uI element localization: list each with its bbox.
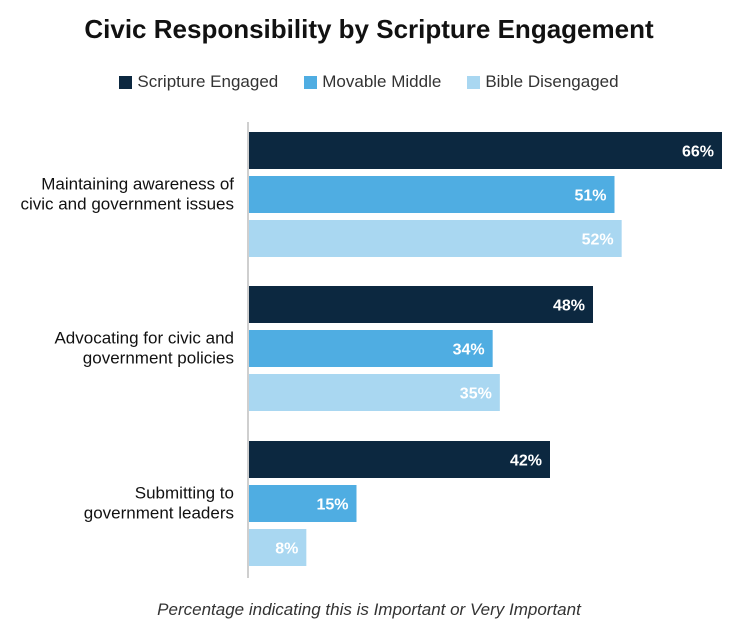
bar xyxy=(249,374,500,411)
legend-item: Movable Middle xyxy=(304,72,441,92)
bar xyxy=(249,441,550,478)
bar-value-label: 52% xyxy=(582,232,614,249)
legend-label: Bible Disengaged xyxy=(485,72,619,91)
category-label-line: government policies xyxy=(83,349,234,368)
category-label-line: civic and government issues xyxy=(20,195,234,214)
category-label-line: government leaders xyxy=(84,504,234,523)
category-label: Advocating for civic and government polic… xyxy=(54,329,234,368)
bar xyxy=(249,529,307,566)
bar xyxy=(249,330,493,367)
category-label-line: Submitting to xyxy=(135,484,234,503)
chart-footnote: Percentage indicating this is Important … xyxy=(157,600,581,619)
bar-value-label: 66% xyxy=(682,144,714,161)
bar xyxy=(249,220,622,257)
legend-swatch xyxy=(467,75,481,89)
legend-swatch xyxy=(304,75,318,89)
category-label: Submitting to government leaders xyxy=(84,484,234,523)
bar-value-label: 15% xyxy=(316,497,348,514)
legend-label: Movable Middle xyxy=(322,72,442,91)
legend-item: Scripture Engaged xyxy=(119,72,278,92)
bar-value-label: 34% xyxy=(453,342,485,359)
bar-value-label: 42% xyxy=(510,453,542,470)
bar-value-label: 35% xyxy=(460,386,492,403)
bar-value-label: 8% xyxy=(275,541,298,558)
bar xyxy=(249,485,357,522)
bar-value-label: 51% xyxy=(574,188,606,205)
chart-title: Civic Responsibility by Scripture Engage… xyxy=(84,14,654,44)
bar xyxy=(249,176,615,213)
bar xyxy=(249,132,722,169)
chart-legend: Scripture Engaged Movable Middle Bible Dis… xyxy=(0,72,738,92)
category-label-line: Maintaining awareness of xyxy=(41,175,234,194)
bar xyxy=(249,286,593,323)
bar-value-label: 48% xyxy=(553,298,585,315)
legend-item: Bible Disengaged xyxy=(467,72,619,92)
category-label-line: Advocating for civic and xyxy=(54,329,234,348)
category-label: Maintaining awareness of civic and govern… xyxy=(20,175,234,214)
legend-label: Scripture Engaged xyxy=(137,72,279,91)
legend-swatch xyxy=(119,75,133,89)
